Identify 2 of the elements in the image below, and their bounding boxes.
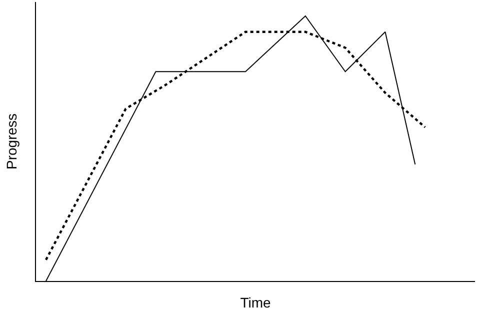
x-axis-title: Time [240, 294, 272, 311]
y-axis-title: Progress [4, 113, 20, 170]
